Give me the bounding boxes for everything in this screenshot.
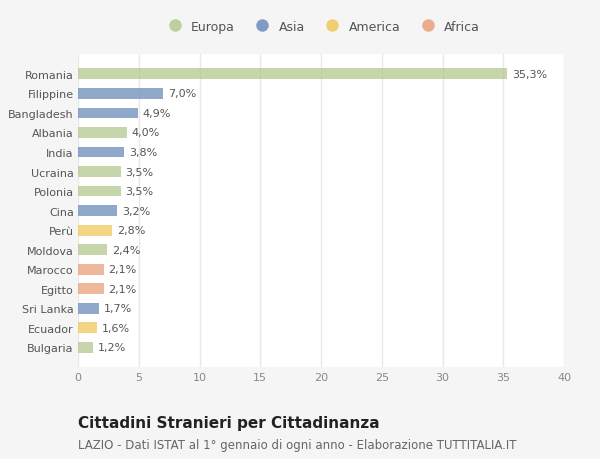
Text: 2,8%: 2,8% (117, 226, 145, 235)
Text: 3,5%: 3,5% (125, 187, 154, 196)
Text: 3,5%: 3,5% (125, 167, 154, 177)
Text: 3,8%: 3,8% (129, 148, 157, 157)
Bar (78, 89, 163, 100)
Bar (78, 147, 124, 158)
Bar (78, 342, 92, 353)
Bar (78, 225, 112, 236)
Bar (78, 264, 104, 275)
Bar (78, 167, 121, 178)
Text: 3,2%: 3,2% (122, 206, 150, 216)
Text: 7,0%: 7,0% (168, 89, 196, 99)
Bar (78, 284, 104, 295)
Text: 1,7%: 1,7% (104, 304, 132, 313)
Text: 4,0%: 4,0% (131, 128, 160, 138)
Bar (78, 323, 97, 334)
Text: LAZIO - Dati ISTAT al 1° gennaio di ogni anno - Elaborazione TUTTITALIA.IT: LAZIO - Dati ISTAT al 1° gennaio di ogni… (78, 438, 517, 451)
Bar (78, 245, 107, 256)
Legend: Europa, Asia, America, Africa: Europa, Asia, America, Africa (162, 21, 480, 34)
Bar (78, 69, 507, 80)
Text: Cittadini Stranieri per Cittadinanza: Cittadini Stranieri per Cittadinanza (78, 415, 380, 431)
Text: 1,2%: 1,2% (97, 343, 125, 353)
Text: 2,4%: 2,4% (112, 245, 140, 255)
Text: 4,9%: 4,9% (142, 109, 171, 118)
Text: 35,3%: 35,3% (512, 70, 547, 79)
Bar (78, 303, 98, 314)
Bar (78, 206, 117, 217)
Bar (78, 186, 121, 197)
Bar (78, 128, 127, 139)
Bar (78, 108, 137, 119)
Text: 1,6%: 1,6% (102, 323, 130, 333)
Text: 2,1%: 2,1% (109, 284, 137, 294)
Text: 2,1%: 2,1% (109, 265, 137, 274)
